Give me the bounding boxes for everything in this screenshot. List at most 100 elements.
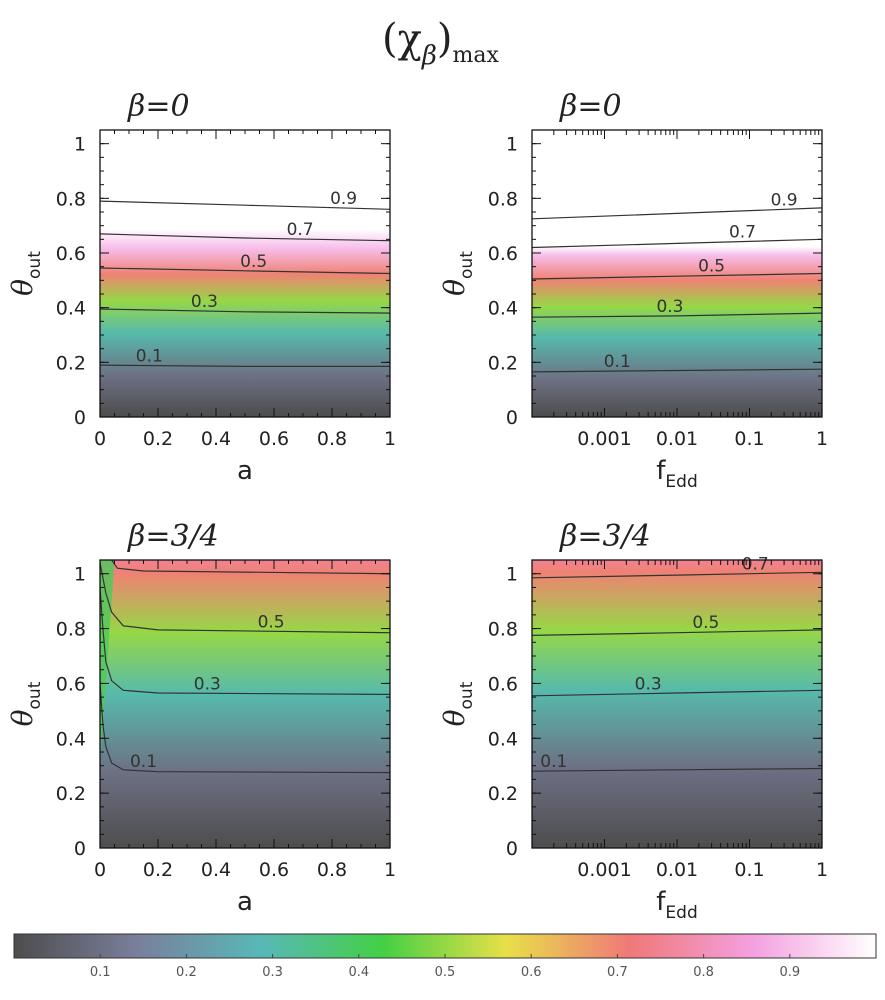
colorbar-tick-label: 0.4 [348, 965, 369, 980]
contour-label: 0.1 [604, 352, 631, 372]
contour-label: 0.5 [240, 252, 267, 272]
contour-line-0.5 [100, 267, 390, 275]
contour-label: 0.5 [692, 613, 719, 633]
contour-label: 0.3 [635, 675, 662, 695]
y-tick-label: 0.2 [488, 783, 518, 805]
x-tick-label: 1 [816, 859, 828, 881]
x-tick-label: 0.1 [734, 859, 764, 881]
contour-line-0.7 [532, 571, 822, 579]
y-tick-label: 1 [506, 564, 518, 586]
y-tick-label: 1 [74, 134, 86, 156]
heatmap-region [100, 184, 390, 417]
colorbar-ticks: 0.1 0.2 0.3 0.4 0.5 0.6 0.7 0.8 0.9 [90, 954, 800, 980]
contour-label: 0.9 [771, 190, 798, 210]
y-axis-label: θout [6, 681, 45, 726]
x-tick-label: 1 [816, 428, 828, 450]
y-tick-label: 0.2 [488, 352, 518, 374]
x-tick-label: 0.4 [201, 859, 231, 881]
y-tick-label: 0.8 [488, 619, 518, 641]
contour-label: 0.1 [540, 752, 567, 772]
x-tick-label: 0.8 [317, 859, 347, 881]
y-tick-label: 0.4 [488, 728, 518, 750]
contour-label: 0.3 [191, 292, 218, 312]
y-tick-label: 0.4 [56, 728, 86, 750]
x-tick-label: 0.001 [577, 428, 631, 450]
contour-line-0.9 [100, 200, 390, 210]
colorbar: 0.1 0.2 0.3 0.4 0.5 0.6 0.7 0.8 0.9 [13, 933, 877, 980]
x-tick-label: 0 [94, 859, 106, 881]
contour-label: 0.1 [130, 752, 157, 772]
panels: 0.10.30.50.70.900.20.40.60.810 0.2 0.4 0.6 0… [6, 89, 828, 923]
contour-label: 0.3 [656, 297, 683, 317]
title-suffix: ) [437, 16, 453, 62]
contour-label: 0.7 [287, 220, 314, 240]
panel-title: β=3/4 [127, 519, 219, 554]
contour-label: 0.5 [698, 257, 725, 277]
contour-line-0.9 [532, 207, 822, 220]
heatmap-fill [532, 195, 822, 417]
x-tick-label: 0.1 [734, 428, 764, 450]
x-tick-label: 0.2 [143, 428, 173, 450]
title-main: (χ [382, 16, 422, 62]
heatmap-fill [100, 560, 390, 848]
x-tick-label: 0.8 [317, 428, 347, 450]
y-tick-label: 0.2 [56, 352, 86, 374]
y-tick-label: 0.6 [56, 673, 86, 695]
y-axis-label: θout [6, 251, 45, 296]
contour-label: 0.3 [194, 674, 221, 694]
y-tick-label: 0.4 [488, 298, 518, 320]
x-axis-label: a [237, 887, 253, 917]
y-tick-label: 0.2 [56, 783, 86, 805]
contour-label: 0.7 [729, 223, 756, 243]
y-axis-label: θout [438, 251, 477, 296]
heatmap-fill [100, 184, 390, 417]
x-tick-label: 0.6 [259, 428, 289, 450]
y-tick-label: 0 [506, 407, 518, 429]
x-axis-label: fEdd [656, 456, 697, 492]
contour-line-0.7 [532, 238, 822, 249]
contour-line-0.7 [111, 560, 390, 575]
y-tick-label: 0.6 [56, 243, 86, 265]
y-tick-label: 0 [74, 407, 86, 429]
x-tick-label: 0 [94, 428, 106, 450]
panel-4: 0.10.30.50.700.20.40.60.810.001 0.01 0.1 1β… [438, 519, 828, 923]
x-tick-label: 0.2 [143, 859, 173, 881]
contour-line-0.5 [532, 272, 822, 280]
y-tick-label: 0.4 [56, 298, 86, 320]
contour-line-0.3 [100, 308, 390, 314]
title-sub2: max [452, 43, 499, 68]
y-axis-label: θout [438, 681, 477, 726]
colorbar-tick-label: 0.7 [607, 965, 628, 980]
panel-1: 0.1 0.3 0.5 0.7 0.9 0 0.2 0.4 0.6 0.8 1 0 0.2 0.4 0.6 0… [6, 89, 396, 486]
colorbar-tick-label: 0.8 [693, 965, 714, 980]
x-tick-label: 0.001 [577, 859, 631, 881]
title-sub: β [421, 41, 437, 71]
y-tick-label: 0.6 [488, 243, 518, 265]
y-tick-label: 0.6 [488, 673, 518, 695]
contour-line-0.3 [532, 689, 822, 697]
y-tick-label: 0.8 [488, 188, 518, 210]
x-tick-label: 1 [384, 859, 396, 881]
y-tick-label: 1 [74, 564, 86, 586]
x-tick-label: 0.01 [656, 428, 698, 450]
colorbar-tick-label: 0.6 [521, 965, 542, 980]
y-tick-label: 0.8 [56, 188, 86, 210]
contour-line-0.3 [532, 312, 822, 318]
panel-title: β=0 [559, 89, 622, 124]
heatmap-region [532, 560, 822, 848]
panel-title: β=3/4 [559, 519, 651, 554]
x-tick-label: 0.6 [259, 859, 289, 881]
colorbar-tick-label: 0.3 [262, 965, 283, 980]
colorbar-tick-label: 0.9 [779, 965, 800, 980]
x-tick-label: 0.4 [201, 428, 231, 450]
colorbar-tick-label: 0.2 [176, 965, 197, 980]
contour-line-0.5 [532, 629, 822, 636]
contour-line-0.1 [532, 368, 822, 373]
contour-line-0.5 [100, 562, 390, 634]
contour-line-0.1 [100, 364, 390, 367]
contour-line-0.7 [100, 233, 390, 242]
heatmap-region [532, 195, 822, 417]
y-tick-label: 0 [506, 838, 518, 860]
x-tick-label: 1 [384, 428, 396, 450]
